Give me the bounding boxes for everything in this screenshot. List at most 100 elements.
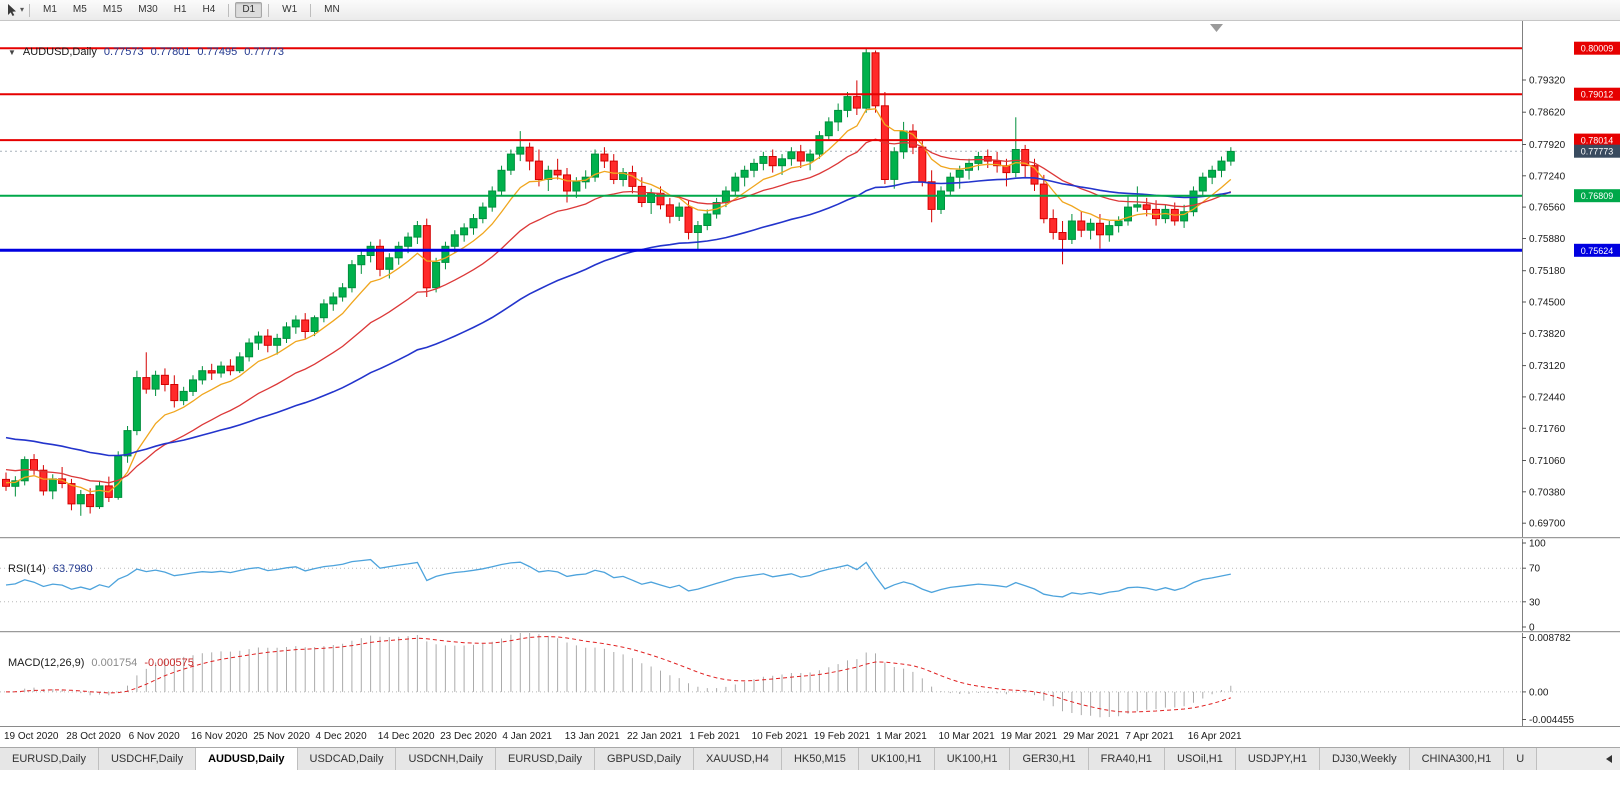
chart-tab-u[interactable]: U: [1504, 748, 1538, 770]
candle-body: [301, 319, 310, 332]
chart-tab-ger30-h1[interactable]: GER30,H1: [1010, 748, 1089, 770]
chart-tab-china300-h1[interactable]: CHINA300,H1: [1409, 748, 1505, 770]
candle-body: [899, 130, 908, 153]
date-label: 16 Apr 2021: [1187, 731, 1242, 742]
price-tag-label: 0.78014: [1581, 136, 1614, 146]
price-tag-label: 0.76809: [1581, 191, 1614, 201]
chart-tab-usdcnh-daily[interactable]: USDCNH,Daily: [396, 748, 497, 770]
timeframe-button-m30[interactable]: M30: [131, 2, 164, 18]
candle-body: [506, 153, 515, 171]
candle-body: [86, 494, 95, 508]
timeframe-button-h4[interactable]: H4: [196, 2, 223, 18]
candle-body: [450, 234, 459, 247]
chart-tab-usoil-h1[interactable]: USOil,H1: [1165, 748, 1236, 770]
pane-divider[interactable]: [0, 537, 1620, 539]
timeframe-button-h1[interactable]: H1: [167, 2, 194, 18]
candle-body: [413, 225, 422, 238]
candle-body: [48, 478, 57, 492]
candle-body: [245, 342, 254, 358]
candle-body: [1077, 220, 1086, 231]
time-axis[interactable]: 19 Oct 2020 28 Oct 2020 6 Nov 2020 16 Nov 2…: [0, 726, 1620, 747]
timeframe-button-m5[interactable]: M5: [66, 2, 94, 18]
pane-divider[interactable]: [0, 631, 1620, 633]
chart-tab-uk100-h1[interactable]: UK100,H1: [858, 748, 935, 770]
chart-tab-usdcad-daily[interactable]: USDCAD,Daily: [297, 748, 397, 770]
candle-body: [273, 337, 282, 346]
price-tag: [1574, 144, 1620, 158]
timeframe-button-mn[interactable]: MN: [317, 2, 347, 18]
chart-tab-hk50-m15[interactable]: HK50,M15: [781, 748, 859, 770]
candle-body: [347, 264, 356, 289]
rsi-indicator-panel[interactable]: 100 70 30 0: [0, 539, 1620, 631]
candle-body: [563, 174, 571, 192]
candle-body: [179, 390, 188, 402]
date-label: 4 Dec 2020: [315, 731, 367, 742]
chart-tab-audusd-daily[interactable]: AUDUSD,Daily: [196, 748, 298, 770]
ma-medium-line: [5, 138, 1232, 484]
chart-tab-eurusd-daily[interactable]: EURUSD,Daily: [496, 748, 595, 770]
tab-scroll-left-icon[interactable]: [1606, 755, 1612, 763]
date-label: 19 Mar 2021: [1000, 731, 1057, 742]
price-scale-label: 0.77920: [1529, 140, 1566, 151]
chart-shift-marker-icon[interactable]: [1210, 24, 1223, 32]
chart-tab-usdjpy-h1[interactable]: USDJPY,H1: [1235, 748, 1320, 770]
date-label: 25 Nov 2020: [253, 731, 310, 742]
candles-layer: [2, 48, 1235, 516]
candle-body: [516, 146, 525, 155]
candle-body: [30, 459, 38, 471]
candle-body: [478, 206, 487, 220]
candle-body: [946, 176, 955, 192]
candle-body: [441, 245, 450, 263]
macd-scale-label: 0.008782: [1529, 633, 1571, 644]
candle-body: [123, 430, 132, 457]
candle-body: [993, 160, 1002, 167]
candle-body: [684, 206, 693, 233]
toolbar-separator: [29, 3, 31, 17]
date-label: 7 Apr 2021: [1125, 731, 1174, 742]
chart-tab-bar: EURUSD,Daily USDCHF,Daily AUDUSD,Daily USDC…: [0, 747, 1620, 770]
candle-body: [544, 169, 553, 181]
candle-body: [1180, 211, 1189, 222]
timeframe-button-m15[interactable]: M15: [96, 2, 129, 18]
candle-body: [983, 156, 992, 162]
candle-body: [1105, 225, 1114, 236]
chart-tab-usdchf-daily[interactable]: USDCHF,Daily: [98, 748, 197, 770]
timeframe-button-w1[interactable]: W1: [275, 2, 304, 18]
candle-body: [385, 257, 394, 270]
candle-body: [394, 245, 403, 259]
chart-tab-fra40-h1[interactable]: FRA40,H1: [1088, 748, 1166, 770]
candle-body: [796, 151, 805, 162]
rsi-scale-label: 0: [1529, 623, 1535, 632]
candle-body: [712, 202, 721, 215]
rsi-scale-label: 100: [1529, 539, 1546, 550]
date-label: 13 Jan 2021: [564, 731, 620, 742]
timeframe-buttons: M1 M5 M15 M30 H1 H4 D1 W1 MN: [35, 2, 348, 18]
candle-body: [955, 169, 964, 178]
chart-tab-xauusd-h4[interactable]: XAUUSD,H4: [693, 748, 782, 770]
macd-histogram: [14, 633, 1232, 718]
chevron-down-icon: ▾: [20, 5, 25, 14]
toolbar-separator: [310, 3, 312, 17]
candle-body: [1030, 165, 1039, 185]
candle-body: [114, 455, 123, 498]
timeframe-button-d1[interactable]: D1: [235, 2, 263, 18]
candle-body: [282, 326, 291, 339]
chart-tab-gbpusd-daily[interactable]: GBPUSD,Daily: [595, 748, 694, 770]
price-scale-label: 0.73820: [1529, 329, 1566, 340]
candle-body: [572, 181, 581, 192]
date-label: 28 Oct 2020: [66, 731, 121, 742]
candle-body: [1189, 190, 1198, 213]
chart-tab-uk100-h1[interactable]: UK100,H1: [934, 748, 1011, 770]
cursor-tool-button[interactable]: ▾: [5, 3, 24, 17]
candle-body: [1039, 183, 1048, 220]
chart-tab-eurusd-daily[interactable]: EURUSD,Daily: [0, 748, 99, 770]
main-price-chart[interactable]: 0.79320 0.78620 0.77920 0.77240 0.76560 0.758…: [0, 21, 1620, 537]
timeframe-button-m1[interactable]: M1: [36, 2, 64, 18]
chart-tab-dj30-weekly[interactable]: DJ30,Weekly: [1319, 748, 1410, 770]
price-scale-label: 0.75880: [1529, 234, 1566, 245]
candle-body: [1133, 204, 1142, 208]
candle-body: [852, 96, 861, 109]
candle-body: [11, 480, 20, 487]
macd-indicator-panel[interactable]: 0.008782 0.00 -0.004455: [0, 633, 1620, 726]
candle-body: [329, 296, 338, 305]
